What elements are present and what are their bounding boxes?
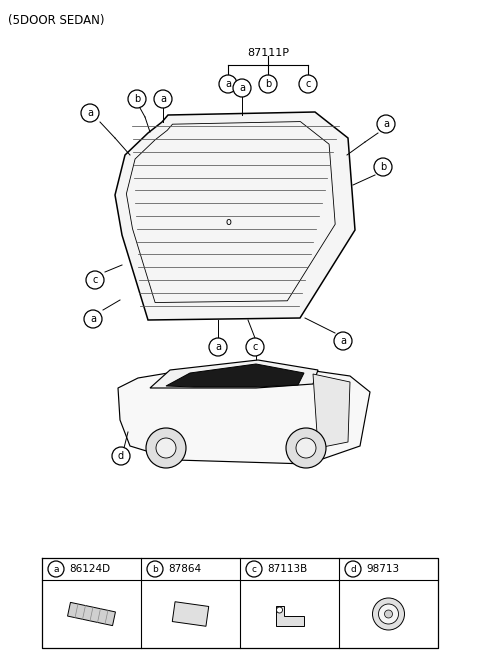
Circle shape [345, 561, 361, 577]
Circle shape [209, 338, 227, 356]
Text: d: d [118, 451, 124, 461]
Text: a: a [53, 565, 59, 573]
Circle shape [86, 271, 104, 289]
Text: (5DOOR SEDAN): (5DOOR SEDAN) [8, 14, 105, 27]
Text: a: a [215, 342, 221, 352]
Polygon shape [150, 360, 318, 388]
Text: c: c [92, 275, 98, 285]
Text: 87111P: 87111P [247, 48, 289, 58]
Circle shape [219, 75, 237, 93]
Text: a: a [340, 336, 346, 346]
Circle shape [377, 115, 395, 133]
Circle shape [259, 75, 277, 93]
Circle shape [372, 598, 405, 630]
Text: b: b [265, 79, 271, 89]
Text: a: a [160, 94, 166, 104]
Circle shape [112, 447, 130, 465]
Circle shape [374, 158, 392, 176]
Polygon shape [115, 112, 355, 320]
Text: c: c [252, 565, 256, 573]
Circle shape [156, 438, 176, 458]
Circle shape [146, 428, 186, 468]
Circle shape [147, 561, 163, 577]
Circle shape [379, 604, 398, 624]
Text: b: b [152, 565, 158, 573]
Text: a: a [225, 79, 231, 89]
Text: 87864: 87864 [168, 564, 201, 574]
Text: d: d [350, 565, 356, 573]
Text: c: c [252, 342, 258, 352]
Text: a: a [239, 83, 245, 93]
Text: a: a [383, 119, 389, 129]
Text: a: a [90, 314, 96, 324]
Circle shape [296, 438, 316, 458]
Polygon shape [68, 602, 116, 626]
Text: b: b [380, 162, 386, 172]
Text: 98713: 98713 [366, 564, 399, 574]
Circle shape [84, 310, 102, 328]
Circle shape [246, 561, 262, 577]
Text: a: a [87, 108, 93, 118]
Polygon shape [118, 366, 370, 464]
Circle shape [154, 90, 172, 108]
Text: c: c [305, 79, 311, 89]
Polygon shape [313, 374, 350, 448]
Circle shape [276, 607, 283, 613]
Circle shape [233, 79, 251, 97]
Circle shape [286, 428, 326, 468]
Circle shape [48, 561, 64, 577]
Polygon shape [166, 364, 304, 387]
Polygon shape [276, 606, 303, 626]
Text: 86124D: 86124D [69, 564, 110, 574]
Circle shape [384, 610, 393, 618]
Circle shape [334, 332, 352, 350]
Text: b: b [134, 94, 140, 104]
Text: o: o [225, 217, 231, 227]
Circle shape [81, 104, 99, 122]
Circle shape [246, 338, 264, 356]
Circle shape [128, 90, 146, 108]
Polygon shape [172, 602, 209, 626]
Text: 87113B: 87113B [267, 564, 307, 574]
Circle shape [299, 75, 317, 93]
